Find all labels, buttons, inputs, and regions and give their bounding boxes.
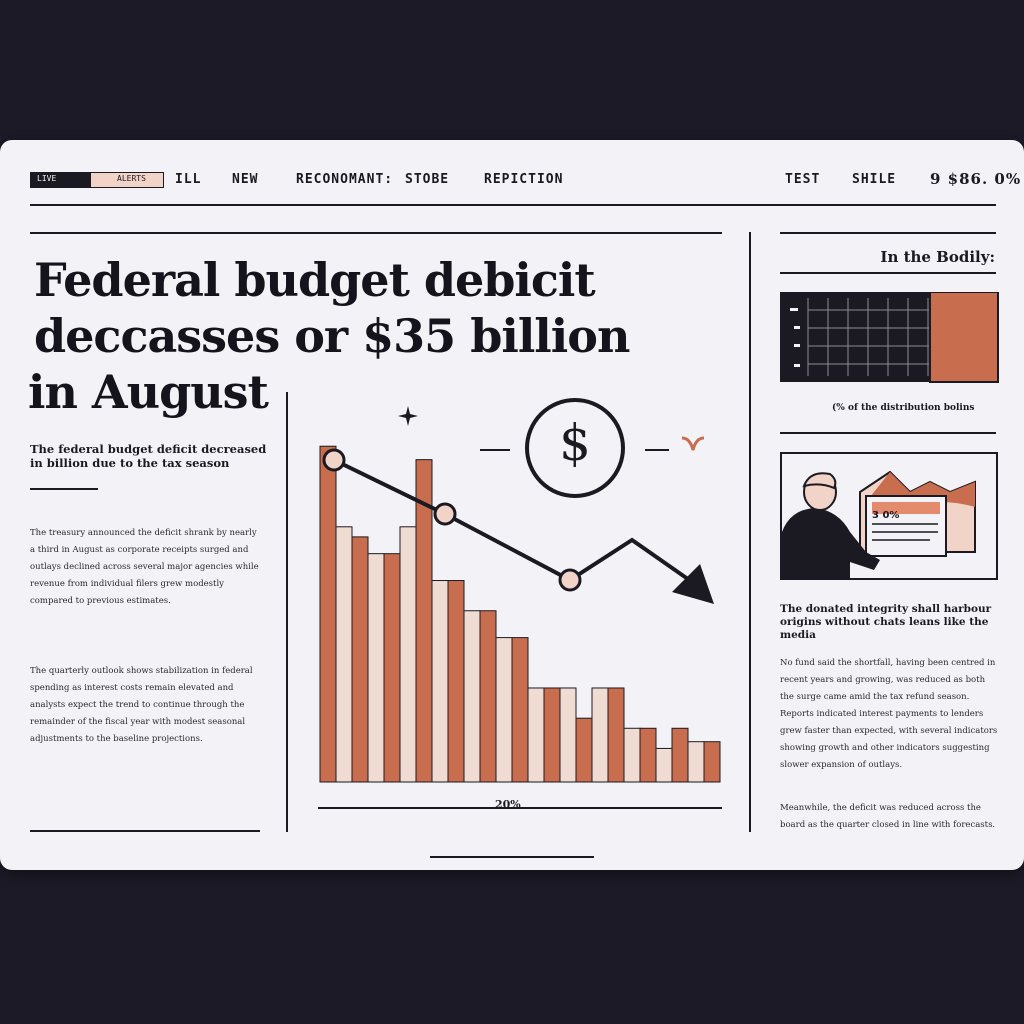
sidebar-mid-rule	[780, 432, 996, 434]
sidebar-grid-chart	[780, 292, 999, 383]
deficit-bar-chart	[318, 445, 722, 809]
trend-point	[558, 568, 582, 592]
left-bottom-rule	[30, 830, 260, 832]
footer-rule	[430, 856, 594, 858]
dollar-dash-left	[480, 449, 510, 451]
bar	[463, 610, 481, 783]
sidebar-caption: The donated integrity shall harbour orig…	[780, 603, 992, 641]
nav-item-stobe[interactable]: STOBE	[405, 172, 450, 187]
person-reading-illustration	[780, 452, 998, 580]
bar	[559, 687, 577, 783]
bar	[351, 536, 369, 783]
sidebar-grid-caption: (% of the distribution bolins	[832, 403, 975, 413]
illustration-label: 3 0%	[872, 510, 900, 521]
headline-line-3: in August	[28, 365, 269, 419]
trend-arrowhead	[672, 564, 714, 604]
nav-item-new[interactable]: NEW	[232, 172, 259, 187]
column-divider-left	[286, 392, 288, 832]
sparkle-icon	[398, 406, 418, 426]
bar	[319, 445, 337, 783]
grid-ticks	[790, 308, 800, 367]
bar	[527, 687, 545, 783]
bar	[671, 727, 689, 783]
sidebar-sub-rule	[780, 272, 996, 274]
nav-rule	[30, 204, 996, 206]
top-nav: ILL NEW RECONOMANT: STOBE REPICTION TEST…	[0, 170, 1024, 188]
bar	[511, 637, 529, 783]
trend-point	[322, 448, 346, 472]
bar	[495, 637, 513, 783]
bar	[431, 580, 449, 783]
bar	[479, 610, 497, 783]
article-deck: The federal budget deficit decreased in …	[30, 442, 267, 470]
bar	[591, 687, 609, 783]
nav-tag-light-label: ALERTS	[117, 174, 146, 183]
nav-item-repiction[interactable]: REPICTION	[484, 172, 564, 187]
chart-bars	[319, 445, 721, 783]
nav-price: 9 $86. 0%	[930, 170, 1022, 188]
chevron-accent-icon	[681, 436, 705, 451]
bar	[447, 580, 465, 783]
bar	[639, 727, 657, 783]
chart-xlabel: 20%	[495, 798, 521, 811]
headline-rule	[30, 232, 722, 234]
left-body-para-1: The treasury announced the deficit shran…	[30, 528, 259, 606]
headline-line-2: deccasses or $35 billion	[34, 309, 630, 363]
sidebar-title-rule	[780, 232, 996, 234]
bar	[607, 687, 625, 783]
article-headline: Federal budget debicit deccasses or $35 …	[28, 252, 708, 420]
bar	[367, 553, 385, 783]
dollar-sign: $	[559, 414, 591, 472]
nav-item-reconomant[interactable]: RECONOMANT:	[296, 172, 394, 187]
bar	[703, 741, 721, 783]
headline-line-1: Federal budget debicit	[34, 253, 596, 307]
bar	[383, 553, 401, 783]
left-body-para-2: The quarterly outlook shows stabilizatio…	[30, 666, 253, 744]
sidebar-title: In the Bodily:	[880, 248, 995, 266]
bar	[543, 687, 561, 783]
nav-tag-dark-label: LIVE	[37, 174, 57, 183]
sidebar-body-2: Meanwhile, the deficit was reduced acros…	[780, 803, 996, 830]
bar	[399, 526, 417, 783]
trend-point	[433, 502, 457, 526]
nav-tag-light[interactable]: ALERTS	[90, 172, 164, 188]
column-divider-right	[749, 232, 751, 832]
bar	[575, 717, 593, 783]
bar	[335, 526, 353, 783]
bar	[687, 741, 705, 783]
nav-item-shile[interactable]: SHILE	[852, 172, 897, 187]
sidebar-body-1: No fund said the shortfall, having been …	[780, 658, 998, 770]
bar	[655, 747, 673, 783]
dollar-coin-icon: $	[525, 398, 625, 498]
dollar-dash-right	[645, 449, 669, 451]
trend-points	[322, 448, 582, 592]
grid-lines	[807, 298, 930, 376]
nav-item-test[interactable]: TEST	[785, 172, 821, 187]
nav-item-ill[interactable]: ILL	[175, 172, 202, 187]
bar	[623, 727, 641, 783]
deck-rule	[30, 488, 98, 490]
